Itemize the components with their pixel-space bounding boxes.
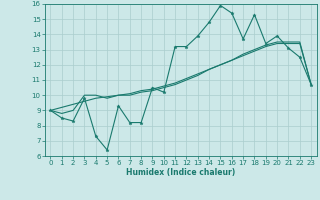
X-axis label: Humidex (Indice chaleur): Humidex (Indice chaleur) xyxy=(126,168,236,177)
